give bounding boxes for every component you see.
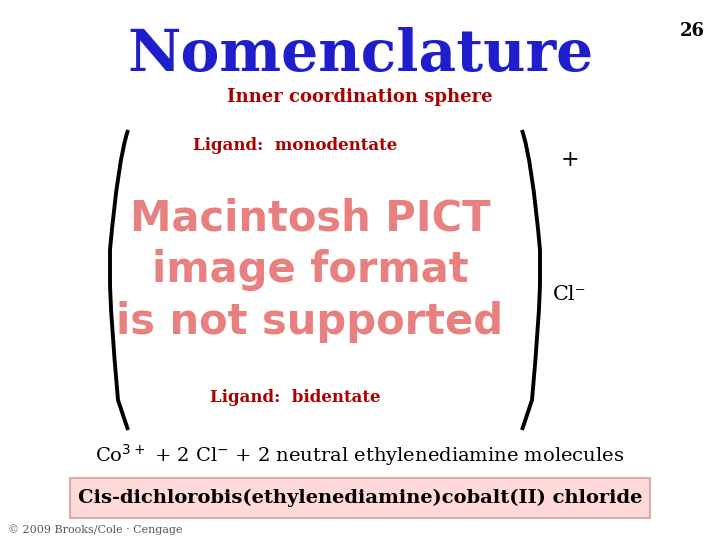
Text: 26: 26: [680, 22, 705, 40]
Text: Cl⁻: Cl⁻: [553, 286, 587, 305]
FancyBboxPatch shape: [70, 478, 650, 518]
Text: +: +: [561, 149, 580, 171]
Text: Ligand:  monodentate: Ligand: monodentate: [193, 137, 397, 153]
Text: Inner coordination sphere: Inner coordination sphere: [228, 88, 492, 106]
Text: Macintosh PICT
image format
is not supported: Macintosh PICT image format is not suppo…: [117, 197, 503, 343]
Text: Ligand:  bidentate: Ligand: bidentate: [210, 389, 380, 407]
Text: © 2009 Brooks/Cole · Cengage: © 2009 Brooks/Cole · Cengage: [8, 524, 182, 535]
Text: Co$^{3+}$ + 2 Cl$^{-}$ + 2 neutral ethylenediamine molecules: Co$^{3+}$ + 2 Cl$^{-}$ + 2 neutral ethyl…: [96, 442, 624, 468]
Text: Cis-dichlorobis(ethylenediamine)cobalt(II) chloride: Cis-dichlorobis(ethylenediamine)cobalt(I…: [78, 489, 642, 507]
Text: Nomenclature: Nomenclature: [127, 27, 593, 83]
